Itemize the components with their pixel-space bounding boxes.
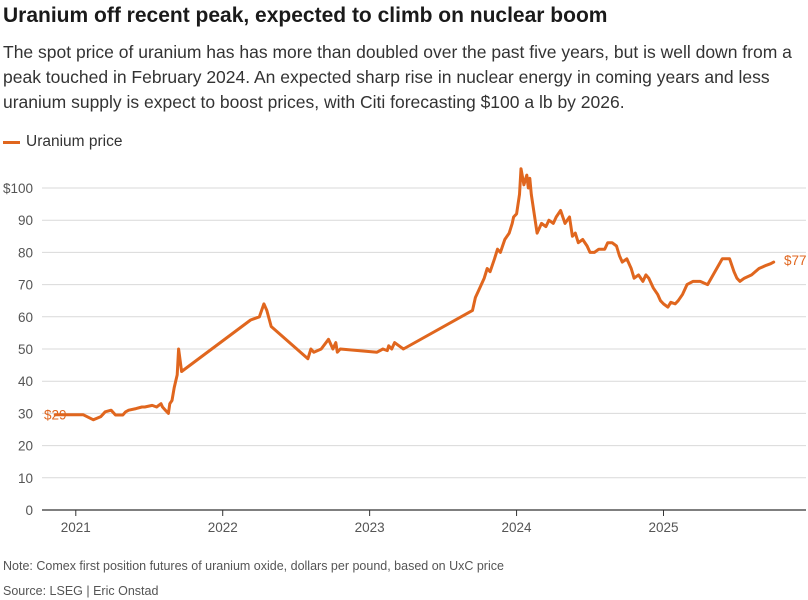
data-labels: $29 $77 [44, 253, 807, 423]
series-layer [53, 167, 776, 422]
chart-source: Source: LSEG | Eric Onstad [3, 584, 159, 598]
legend: Uranium price [3, 133, 122, 151]
x-tick-label-2024: 2024 [502, 520, 533, 535]
y-tick-label-60: 60 [18, 310, 33, 325]
start-value-label: $29 [44, 408, 67, 423]
chart-title: Uranium off recent peak, expected to cli… [3, 4, 608, 27]
end-value-label: $77 [784, 253, 807, 268]
x-axis: 2021 2022 2023 2024 2025 [42, 509, 806, 535]
y-tick-label-10: 10 [18, 471, 33, 486]
y-tick-label-80: 80 [18, 245, 33, 260]
x-tick-label-2022: 2022 [208, 520, 238, 535]
x-tick-label-2023: 2023 [355, 520, 385, 535]
y-tick-label-70: 70 [18, 278, 33, 293]
series-line-uranium-price [53, 167, 776, 422]
y-axis-labels: 0 10 20 30 40 50 60 70 80 90 $100 [3, 181, 33, 518]
y-tick-label-40: 40 [18, 374, 33, 389]
y-tick-label-20: 20 [18, 439, 33, 454]
chart-subtitle: The spot price of uranium has has more t… [3, 42, 792, 112]
y-tick-label-90: 90 [18, 213, 33, 228]
y-tick-label-30: 30 [18, 406, 33, 421]
legend-label: Uranium price [26, 133, 123, 150]
gridlines [42, 187, 806, 479]
y-tick-label-0: 0 [25, 503, 33, 518]
y-tick-label-100: $100 [3, 181, 33, 196]
x-tick-label-2025: 2025 [648, 520, 678, 535]
chart-note: Note: Comex first position futures of ur… [3, 559, 504, 573]
x-tick-label-2021: 2021 [61, 520, 91, 535]
y-tick-label-50: 50 [18, 342, 33, 357]
legend-swatch [3, 140, 20, 144]
